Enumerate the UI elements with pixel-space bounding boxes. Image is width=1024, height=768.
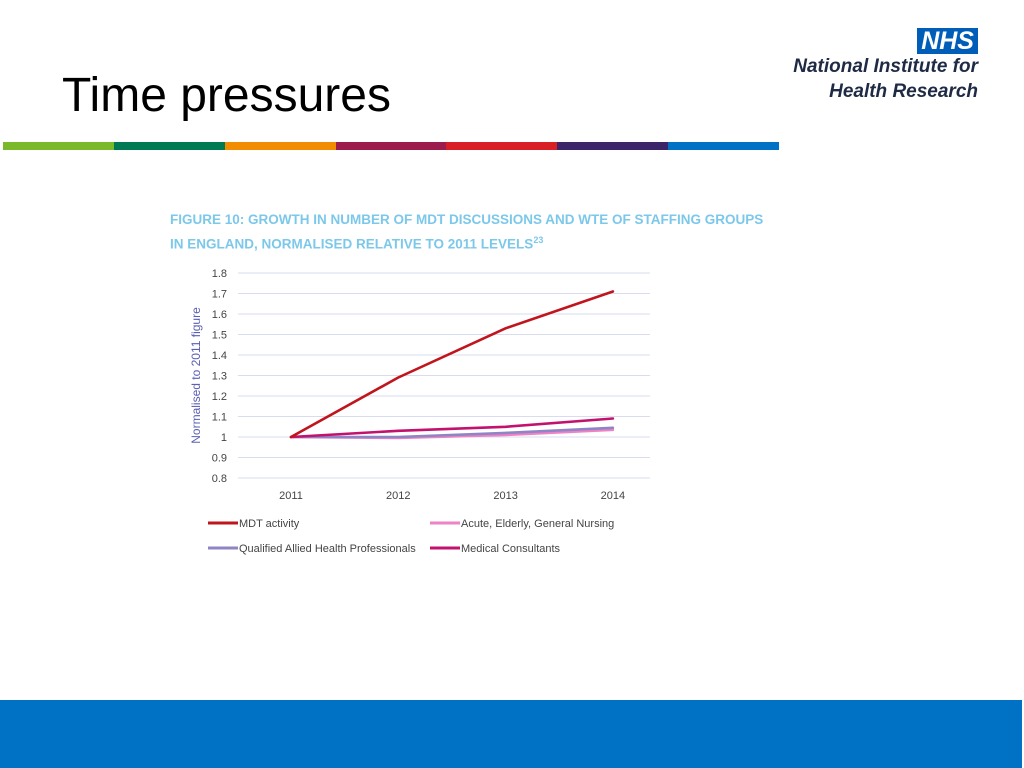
footer-band xyxy=(0,700,1022,768)
chart-grid xyxy=(238,272,650,479)
strip-segment xyxy=(3,142,114,150)
legend-item: Qualified Allied Health Professionals xyxy=(208,543,416,555)
figure-caption: FIGURE 10: GROWTH IN NUMBER OF MDT DISCU… xyxy=(170,209,763,255)
strip-segment xyxy=(668,142,780,150)
y-axis-label: Normalised to 2011 figure xyxy=(189,307,203,444)
y-tick-label: 1.8 xyxy=(212,268,227,280)
series-line xyxy=(289,426,615,439)
legend-item: MDT activity xyxy=(208,518,300,530)
header-color-strip xyxy=(3,142,780,150)
y-tick-label: 1.5 xyxy=(212,330,227,342)
x-tick-label: 2011 xyxy=(279,490,303,502)
series-line xyxy=(289,290,615,439)
y-tick-label: 1.6 xyxy=(212,309,227,321)
y-tick-label: 1.4 xyxy=(212,350,227,362)
x-axis-ticks: 2011 2012 2013 2014 xyxy=(279,490,625,502)
y-tick-label: 1.3 xyxy=(212,371,227,383)
legend-label: Qualified Allied Health Professionals xyxy=(239,543,416,555)
legend-label: Medical Consultants xyxy=(461,543,561,555)
slide-title: Time pressures xyxy=(62,69,391,122)
nihr-logo: NHS National Institute for Health Resear… xyxy=(793,28,978,104)
line-chart: 0.8 0.9 1 1.1 1.2 1.3 1.4 1.5 1.6 1.7 1.8 2011 2012… xyxy=(189,268,650,555)
strip-segment xyxy=(224,142,336,150)
legend-label: MDT activity xyxy=(239,518,300,530)
x-tick-label: 2014 xyxy=(601,490,625,502)
figure-caption-superscript: 23 xyxy=(533,235,544,245)
legend-label: Acute, Elderly, General Nursing xyxy=(461,518,614,530)
strip-segment xyxy=(446,142,558,150)
chart-series xyxy=(289,290,615,440)
y-tick-label: 1.7 xyxy=(212,289,227,301)
y-axis-ticks: 0.8 0.9 1 1.1 1.2 1.3 1.4 1.5 1.6 1.7 1.8 xyxy=(212,268,227,485)
y-tick-label: 1 xyxy=(221,432,227,444)
logo-line-1: National Institute for xyxy=(793,56,978,77)
y-tick-label: 1.1 xyxy=(212,412,227,424)
y-tick-label: 1.2 xyxy=(212,391,227,403)
strip-segment xyxy=(113,142,225,150)
series-line xyxy=(289,417,615,439)
figure-caption-line-1: FIGURE 10: GROWTH IN NUMBER OF MDT DISCU… xyxy=(170,212,764,227)
x-tick-label: 2012 xyxy=(386,490,410,502)
nhs-badge: NHS xyxy=(917,28,978,54)
y-tick-label: 0.9 xyxy=(212,453,227,465)
legend-item: Medical Consultants xyxy=(430,543,561,555)
chart-legend: MDT activity Acute, Elderly, General Nurs… xyxy=(208,518,614,555)
y-tick-label: 0.8 xyxy=(212,473,227,485)
strip-segment xyxy=(557,142,669,150)
x-tick-label: 2013 xyxy=(493,490,517,502)
logo-line-2: Health Research xyxy=(829,81,978,102)
figure-caption-line-2: IN ENGLAND, NORMALISED RELATIVE TO 2011 … xyxy=(170,235,544,252)
strip-segment xyxy=(335,142,447,150)
legend-item: Acute, Elderly, General Nursing xyxy=(430,518,614,530)
